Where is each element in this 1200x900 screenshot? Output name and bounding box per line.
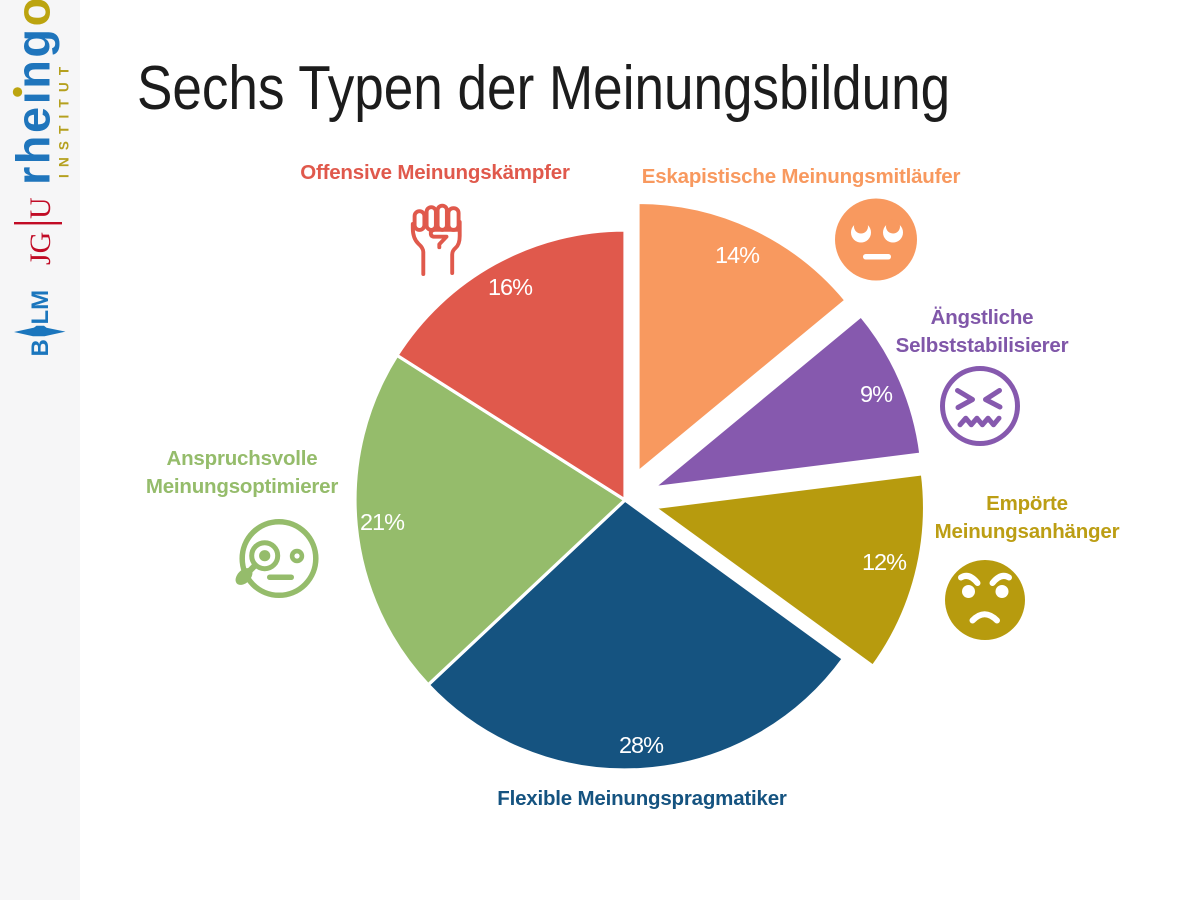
svg-text:16%: 16% [488,274,533,300]
svg-text:JG: JG [24,232,57,265]
svg-text:9%: 9% [860,381,893,407]
svg-text:B: B [27,339,54,356]
svg-text:LM: LM [27,290,54,325]
svg-text:U: U [24,197,57,219]
svg-text:14%: 14% [715,242,760,268]
svg-text:28%: 28% [619,732,664,758]
svg-text:21%: 21% [360,509,405,535]
svg-text:12%: 12% [862,549,907,575]
svg-text:INSTITUT: INSTITUT [57,60,72,178]
